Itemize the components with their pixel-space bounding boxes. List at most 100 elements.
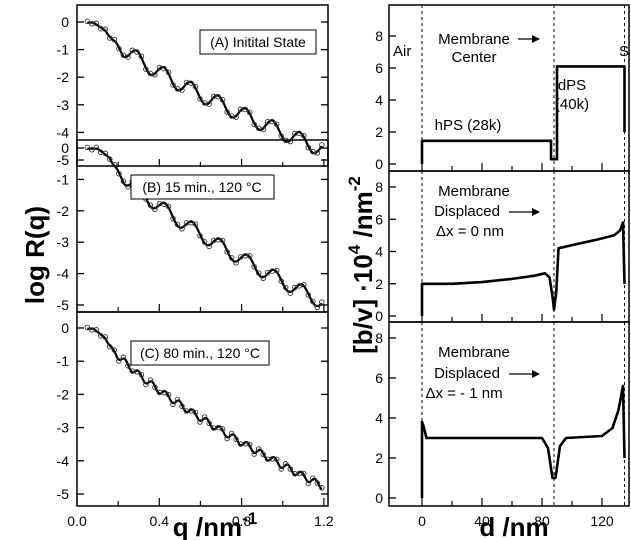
data-point	[273, 456, 280, 463]
panel-c-ticks: 0 -1 -2 -3 -4 -5 0.0 0.4 0.8 1.2	[57, 320, 334, 529]
data-point	[269, 118, 275, 125]
data-point	[192, 83, 199, 90]
data-point	[93, 20, 100, 27]
data-point	[278, 466, 284, 472]
data-point	[251, 121, 257, 128]
reflectivity-panel-c: 0 -1 -2 -3 -4 -5 0.0 0.4 0.8 1.2 (C) 80 min., 120…	[57, 311, 334, 529]
data-point	[305, 292, 312, 298]
data-point	[102, 26, 109, 33]
y-tick-label: -5	[57, 486, 70, 502]
y-tick-label: 0	[61, 140, 69, 156]
data-point	[120, 178, 127, 185]
data-point	[251, 451, 257, 457]
data-point	[120, 354, 127, 361]
sld-middle-shift-label: Δx = 0 nm	[436, 223, 504, 240]
y-tick-label: 2	[375, 124, 383, 140]
x-tick-label: 0.0	[67, 513, 87, 529]
sld-middle-displaced-label: Displaced	[434, 203, 500, 220]
data-point	[147, 202, 154, 208]
panel-b-label: (B) 15 min., 120 °C	[142, 179, 261, 195]
data-point	[125, 183, 131, 190]
data-point	[246, 441, 253, 448]
data-point	[102, 150, 109, 157]
y-tick-label: 2	[375, 450, 383, 466]
right-y-axis-title-exp1: 4	[345, 244, 364, 254]
x-tick-label: 120	[590, 513, 614, 529]
data-point	[188, 80, 194, 86]
data-point	[219, 426, 226, 432]
data-point	[206, 243, 212, 250]
data-point	[84, 144, 91, 151]
data-point	[93, 144, 100, 151]
y-tick-label: 4	[375, 410, 383, 426]
data-point	[197, 419, 203, 425]
left-x-axis-title: q /nm-1	[173, 509, 257, 540]
data-point	[287, 138, 294, 145]
sld-bottom-shift-label: Δx = - 1 nm	[425, 385, 502, 402]
data-point	[319, 485, 325, 491]
data-point	[111, 36, 118, 43]
data-point	[228, 430, 235, 437]
x-tick-label: 0.4	[150, 513, 170, 529]
y-tick-label: 6	[375, 370, 383, 386]
y-tick-label: -2	[57, 69, 70, 85]
panel-a-frame	[76, 4, 329, 167]
data-point	[179, 403, 185, 409]
data-point	[305, 144, 312, 151]
data-point	[260, 451, 266, 458]
data-point	[111, 347, 118, 353]
x-tick-label: 80	[534, 513, 550, 529]
data-point	[246, 253, 253, 259]
panel-c-curve	[84, 324, 325, 491]
panel-c-label-box	[130, 340, 270, 366]
data-point	[192, 221, 199, 227]
y-tick-label: 6	[375, 211, 383, 227]
panel-c-label: (C) 80 min., 120 °C	[140, 345, 260, 361]
sld-bottom-displaced-label: Displaced	[434, 365, 500, 382]
y-tick-label: 8	[375, 179, 383, 195]
x-tick-label: 1.2	[314, 513, 334, 529]
sld-top-dps-label: dPS	[558, 77, 586, 94]
y-tick-label: -5	[57, 297, 70, 313]
data-point	[301, 132, 307, 139]
data-point	[206, 420, 212, 427]
data-point	[174, 221, 181, 228]
data-point	[246, 109, 253, 116]
sld-top-arrow	[518, 35, 540, 43]
data-point	[116, 170, 122, 177]
data-point	[201, 414, 208, 420]
right-y-axis-title-exp2: -2	[345, 176, 364, 191]
data-point	[224, 249, 230, 255]
data-point	[273, 267, 280, 274]
data-point	[282, 284, 289, 291]
data-point	[255, 446, 262, 452]
y-tick-label: 2	[375, 276, 383, 292]
data-point	[224, 435, 230, 442]
data-point	[152, 72, 158, 78]
sld-bottom-arrow	[509, 370, 540, 378]
sld-bottom-frame	[388, 321, 630, 507]
data-point	[260, 126, 266, 133]
data-point	[143, 381, 149, 388]
data-point	[233, 114, 239, 120]
data-point	[161, 65, 167, 72]
data-point	[165, 391, 172, 398]
data-point	[116, 358, 122, 364]
data-point	[138, 53, 145, 60]
data-point	[206, 101, 212, 107]
y-tick-label: -4	[57, 266, 70, 282]
data-point	[296, 130, 303, 137]
y-tick-label: 8	[375, 330, 383, 346]
sld-top-hps-label: hPS (28k)	[435, 117, 502, 134]
data-point	[233, 260, 239, 266]
data-point	[310, 475, 316, 481]
y-tick-label: -1	[57, 353, 70, 369]
y-tick-label: 0	[375, 156, 383, 172]
data-point	[165, 203, 172, 210]
y-tick-label: -3	[57, 97, 70, 113]
sld-top-membrane-label: Membrane	[438, 31, 510, 48]
sld-middle-ticks: 0 2 4 6 8	[375, 179, 603, 324]
